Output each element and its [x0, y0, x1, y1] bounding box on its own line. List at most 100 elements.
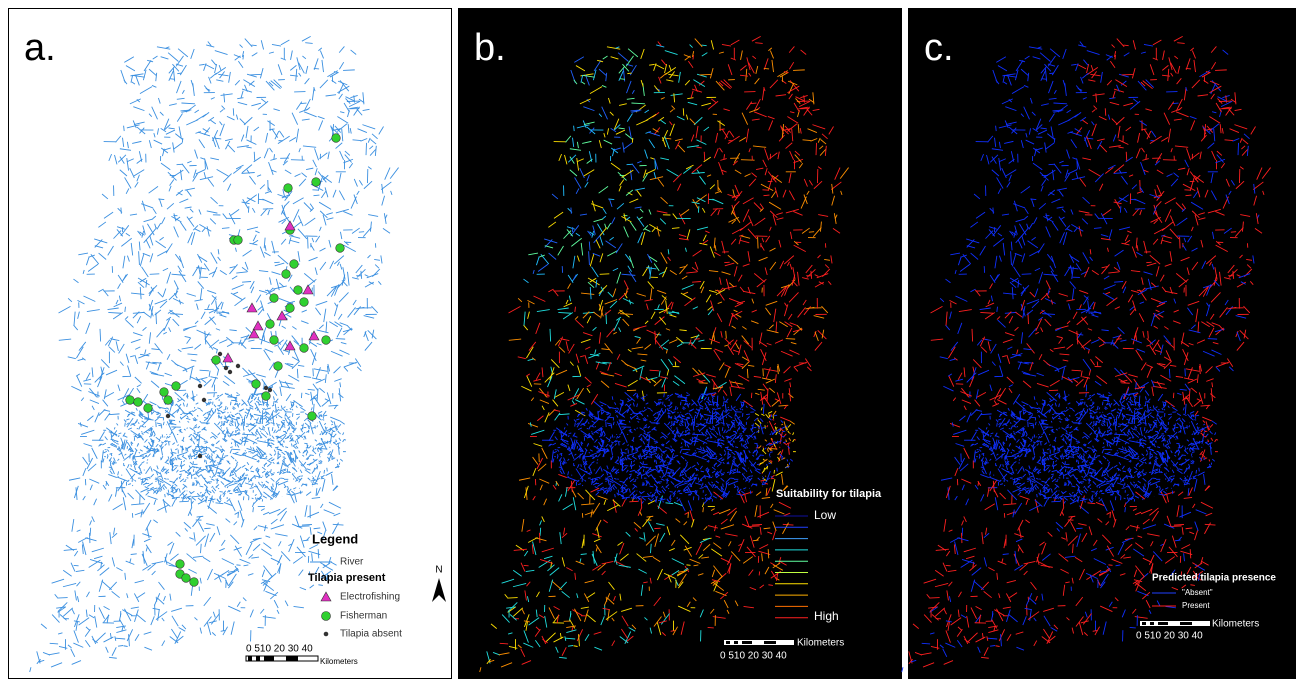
river: [336, 339, 345, 340]
river: [137, 428, 138, 429]
river: [629, 474, 632, 475]
river: [103, 452, 104, 453]
river: [550, 329, 551, 342]
river: [296, 435, 299, 436]
river: [158, 425, 161, 426]
river: [145, 426, 146, 427]
river: [213, 501, 214, 503]
river: [134, 471, 137, 472]
river: [208, 399, 211, 400]
river: [283, 441, 284, 442]
river: [274, 473, 275, 474]
river: [723, 401, 724, 405]
river: [809, 232, 814, 233]
river: [645, 454, 647, 455]
figure: a. b. c. Legend River Tilapia present El…: [0, 0, 1302, 679]
river: [257, 486, 258, 488]
river: [197, 415, 198, 416]
river: [690, 476, 691, 478]
river: [228, 412, 229, 413]
river: [307, 464, 310, 465]
river: [224, 421, 225, 425]
river: [124, 126, 125, 131]
river: [726, 331, 727, 339]
river: [782, 431, 785, 432]
river: [273, 401, 274, 405]
river: [230, 402, 231, 405]
river: [255, 435, 256, 436]
river: [318, 549, 319, 558]
river: [131, 464, 132, 466]
page: a. b. c. Legend River Tilapia present El…: [0, 0, 1302, 679]
river: [195, 454, 197, 455]
river: [327, 441, 328, 444]
river: [244, 339, 249, 340]
river: [144, 470, 145, 471]
river: [291, 422, 292, 425]
river: [169, 413, 170, 414]
river: [210, 470, 213, 471]
river: [179, 474, 182, 475]
river: [595, 426, 596, 427]
river: [303, 439, 304, 440]
river: [265, 441, 266, 442]
river: [150, 445, 152, 446]
river: [577, 481, 578, 482]
river: [312, 484, 316, 485]
river: [655, 160, 656, 169]
river: [177, 73, 181, 74]
river: [553, 452, 554, 453]
river: [173, 466, 174, 467]
river: [167, 472, 169, 473]
river: [212, 453, 213, 456]
river: [623, 427, 624, 428]
river: [214, 393, 215, 397]
river: [702, 45, 707, 46]
river: [278, 407, 279, 408]
river: [173, 427, 174, 428]
river: [127, 481, 128, 482]
river: [332, 431, 335, 432]
river: [322, 420, 324, 421]
river: [235, 422, 236, 427]
river: [646, 467, 647, 468]
river: [589, 433, 590, 434]
river: [751, 103, 757, 104]
river: [169, 420, 175, 421]
river: [752, 524, 762, 525]
river: [594, 470, 595, 471]
river: [694, 339, 699, 340]
river: [500, 643, 508, 644]
river: [165, 494, 166, 497]
river: [664, 393, 665, 397]
river: [187, 478, 189, 479]
river: [229, 396, 230, 397]
river: [327, 468, 328, 472]
river: [359, 232, 364, 233]
river: [253, 507, 254, 512]
river: [608, 425, 611, 426]
river: [232, 449, 241, 450]
river: [750, 491, 751, 495]
river: [678, 412, 679, 413]
river: [251, 471, 254, 472]
river: [301, 103, 307, 104]
river: [194, 420, 198, 421]
river: [694, 416, 695, 426]
river: [170, 460, 172, 461]
river: [705, 435, 706, 436]
panel-b-frame: [458, 8, 902, 679]
river: [321, 476, 322, 477]
river: [709, 199, 715, 200]
river: [329, 447, 330, 448]
river: [201, 452, 202, 454]
river: [644, 420, 648, 421]
river: [271, 475, 274, 476]
river: [252, 45, 257, 46]
river: [292, 473, 293, 474]
river: [244, 416, 245, 426]
river: [703, 507, 704, 512]
river: [259, 199, 265, 200]
river: [224, 410, 225, 411]
river: [132, 485, 133, 486]
